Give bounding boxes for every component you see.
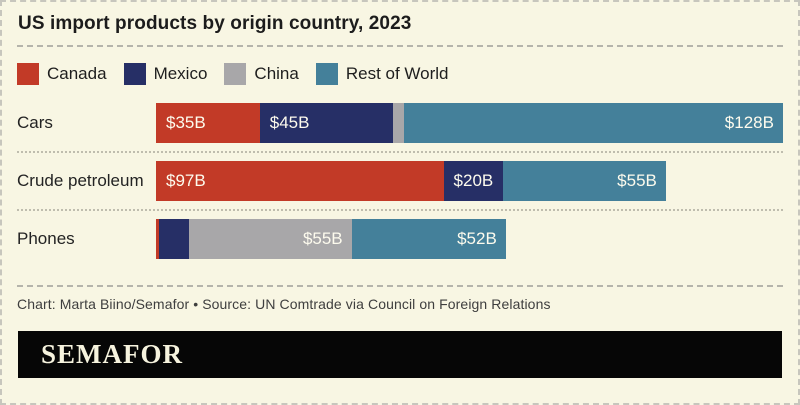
footer-logo-bar: SEMAFOR [18,331,782,378]
legend-swatch [224,63,247,85]
credit-divider [17,285,783,287]
segment-value-label: $128B [724,113,774,132]
bar: $97B $20B $55B [156,161,783,201]
stacked-bar-chart: Cars $35B $45B $128B Crude petroleum $97B $20B… [17,103,783,259]
legend-swatch [315,63,338,85]
legend-item-rest-of-world: Rest of World [315,63,449,85]
legend: Canada Mexico China Rest of World [17,62,783,86]
row-label: Cars [17,113,53,132]
bar: $55B $52B [156,219,783,259]
chart-row-crude-petroleum: Crude petroleum $97B $20B $55B [17,161,783,201]
page-title: US import products by origin country, 20… [18,13,412,34]
legend-label: China [254,64,299,83]
legend-label: Canada [47,64,107,83]
bar-segment-china: $55B [188,219,352,259]
segment-value-label: $52B [457,229,497,248]
legend-label: Rest of World [345,64,449,83]
bar: $35B $45B $128B [156,103,783,143]
segment-value-label: $55B [617,171,657,190]
bar-segment-canada [156,219,159,259]
semafor-logo: SEMAFOR [41,339,183,369]
legend-item-canada: Canada [17,63,107,85]
content: US import products by origin country, 20… [2,13,798,378]
row-label: Phones [17,229,75,248]
legend-swatch [123,63,146,85]
title-divider [17,45,783,47]
legend-item-mexico: Mexico [123,63,208,85]
legend-swatch [17,63,39,85]
bar-segment-china [393,103,404,143]
bar-segment-rest-of-world: $52B [351,219,506,259]
bar-segment-mexico: $45B [259,103,394,143]
attribution: Chart: Marta Biino/Semafor • Source: UN … [17,296,551,312]
legend-item-china: China [224,63,299,85]
bar-segment-mexico: $20B [443,161,503,201]
row-separator [17,209,783,211]
row-label: Crude petroleum [17,171,144,190]
bar-segment-rest-of-world: $128B [403,103,783,143]
bar-segment-mexico [158,219,189,259]
segment-value-label: $55B [302,229,343,248]
segment-value-label: $97B [166,171,206,190]
bar-segment-canada: $35B [156,103,260,143]
bar-segment-rest-of-world: $55B [502,161,666,201]
chart-row-cars: Cars $35B $45B $128B [17,103,783,143]
row-separator [17,151,783,153]
segment-value-label: $45B [269,113,310,132]
legend-label: Mexico [153,64,208,83]
bar-segment-canada: $97B [156,161,444,201]
segment-value-label: $20B [453,171,494,190]
chart-row-phones: Phones $55B $52B [17,219,783,259]
segment-value-label: $35B [166,113,206,132]
